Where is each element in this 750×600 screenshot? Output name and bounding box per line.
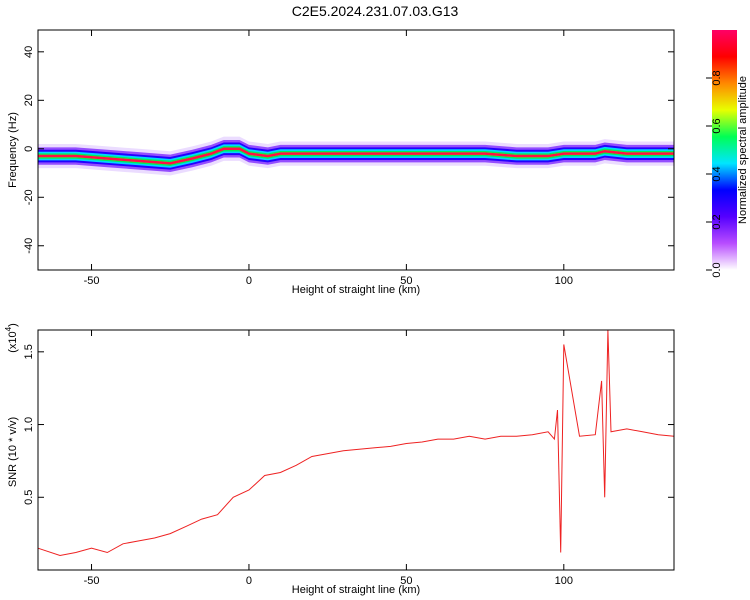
y-tick-label: 40 [23, 46, 35, 58]
colorbar-tick-label: 0.0 [711, 262, 723, 277]
x-tick-label: 100 [555, 575, 573, 587]
ridge-band-5 [38, 146, 674, 166]
snr-y-label: SNR (10 * v/v) [7, 417, 19, 487]
y-tick-label: -20 [23, 189, 35, 205]
colorbar-label: Normalized spectral amplitude [737, 76, 749, 224]
colorbar-ticks: 0.0 0.2 0.4 0.6 0.8 [706, 70, 723, 278]
spectrogram-panel: -50 0 50 100 -40 -20 0 20 40 Height of straight… [7, 29, 675, 296]
x-tick-label: -50 [84, 575, 100, 587]
x-tick-label: 100 [555, 275, 573, 287]
colorbar-tick-label: 0.6 [711, 118, 723, 133]
snr-panel: -50 0 50 100 0.5 1.0 1.5 Height of straight l… [4, 323, 675, 596]
snr-scale-factor: (x104) [4, 323, 19, 353]
snr-x-label: Height of straight line (km) [292, 584, 420, 596]
y-tick-label: 20 [23, 94, 35, 106]
colorbar-gradient [712, 30, 737, 270]
colorbar-tick-label: 0.2 [711, 214, 723, 229]
x-tick-label: 0 [246, 275, 252, 287]
colorbar-tick-label: 0.8 [711, 70, 723, 85]
y-tick-label: 0.5 [23, 490, 35, 505]
y-tick-label: 1.5 [23, 344, 35, 359]
spectrogram-frame [37, 29, 675, 271]
x-tick-label: 0 [246, 575, 252, 587]
snr-series-line [37, 329, 675, 557]
x-tick-label: 50 [400, 275, 412, 287]
snr-scale-exponent: 4 [4, 326, 13, 331]
spectrogram-x-label: Height of straight line (km) [292, 284, 420, 296]
snr-frame [37, 329, 675, 571]
spectrogram-x-axis: -50 0 50 100 [84, 30, 573, 287]
colorbar-tick-label: 0.4 [711, 166, 723, 181]
spectrogram-marks [38, 136, 674, 176]
x-tick-label: 50 [400, 575, 412, 587]
colorbar: 0.0 0.2 0.4 0.6 0.8 Normalized spectral ampl… [706, 30, 749, 278]
snr-scale-prefix: (x10 [7, 331, 19, 352]
figure-title: C2E5.2024.231.07.03.G13 [292, 3, 459, 19]
ridge-core [38, 147, 674, 165]
spectrogram-y-axis: -40 -20 0 20 40 [23, 46, 674, 254]
snr-y-axis: 0.5 1.0 1.5 [23, 344, 674, 505]
y-tick-label: 0 [23, 146, 35, 152]
spectrogram-y-label: Frequency (Hz) [7, 112, 19, 188]
y-tick-label: 1.0 [23, 417, 35, 432]
snr-x-axis: -50 0 50 100 [84, 330, 573, 587]
svg-text:(x104): (x104) [4, 323, 19, 353]
y-tick-label: -40 [23, 238, 35, 254]
x-tick-label: -50 [84, 275, 100, 287]
